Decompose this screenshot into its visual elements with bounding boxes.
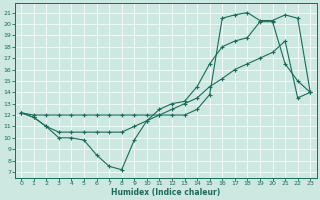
- X-axis label: Humidex (Indice chaleur): Humidex (Indice chaleur): [111, 188, 220, 197]
